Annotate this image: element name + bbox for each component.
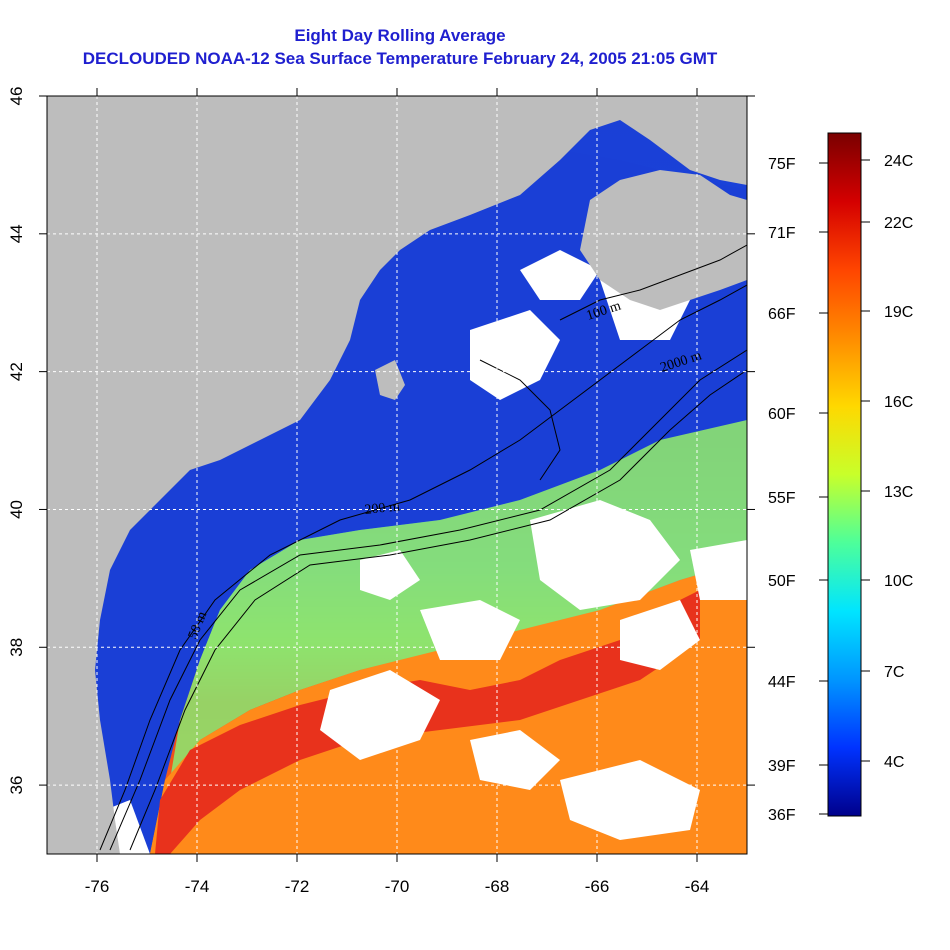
lon-tick-label: -74 — [185, 877, 210, 896]
bathymetry-contours — [99, 244, 747, 851]
latitude-axis: 36 38 40 42 44 46 — [7, 87, 755, 795]
contour-label-200m: 200 m — [364, 499, 401, 518]
north-america-landmass — [47, 96, 747, 854]
map-title: Eight Day Rolling Average — [294, 26, 506, 45]
lon-tick-label: -72 — [285, 877, 310, 896]
lat-tick-label: 42 — [7, 362, 26, 381]
celsius-label: 10C — [884, 573, 913, 590]
fahrenheit-label: 66F — [768, 306, 796, 323]
fahrenheit-label: 44F — [768, 674, 796, 691]
fahrenheit-label: 60F — [768, 406, 796, 423]
celsius-labels: 24C 22C 19C 16C 13C 10C 7C 4C — [861, 153, 913, 771]
lat-tick-label: 40 — [7, 500, 26, 519]
fahrenheit-label: 75F — [768, 156, 796, 173]
lat-tick-label: 46 — [7, 87, 26, 106]
fahrenheit-label: 71F — [768, 225, 796, 242]
lon-tick-label: -66 — [585, 877, 610, 896]
celsius-label: 19C — [884, 304, 913, 321]
longitude-axis: -76 -74 -72 -70 -68 -66 -64 — [85, 88, 710, 896]
temperature-colorbar — [827, 132, 862, 817]
fahrenheit-label: 36F — [768, 807, 796, 824]
celsius-label: 16C — [884, 394, 913, 411]
map-subtitle: DECLOUDED NOAA-12 Sea Surface Temperatur… — [82, 49, 718, 68]
celsius-label: 7C — [884, 664, 904, 681]
graticule-lines — [47, 96, 747, 854]
celsius-label: 13C — [884, 484, 913, 501]
lon-tick-label: -76 — [85, 877, 110, 896]
celsius-label: 24C — [884, 153, 913, 170]
fahrenheit-label: 50F — [768, 573, 796, 590]
celsius-label: 4C — [884, 754, 904, 771]
fahrenheit-label: 55F — [768, 490, 796, 507]
celsius-label: 22C — [884, 215, 913, 232]
lat-tick-label: 38 — [7, 638, 26, 657]
fahrenheit-labels: 75F 71F 66F 60F 55F 50F 44F 39F 36F — [768, 156, 828, 824]
nova-scotia-landmass — [580, 170, 747, 310]
lon-tick-label: -68 — [485, 877, 510, 896]
lat-tick-label: 44 — [7, 224, 26, 243]
lat-tick-label: 36 — [7, 776, 26, 795]
lon-tick-label: -64 — [685, 877, 710, 896]
lon-tick-label: -70 — [385, 877, 410, 896]
sst-map: 100 m 2000 m 200 m 50 m — [47, 96, 747, 854]
fahrenheit-label: 39F — [768, 758, 796, 775]
